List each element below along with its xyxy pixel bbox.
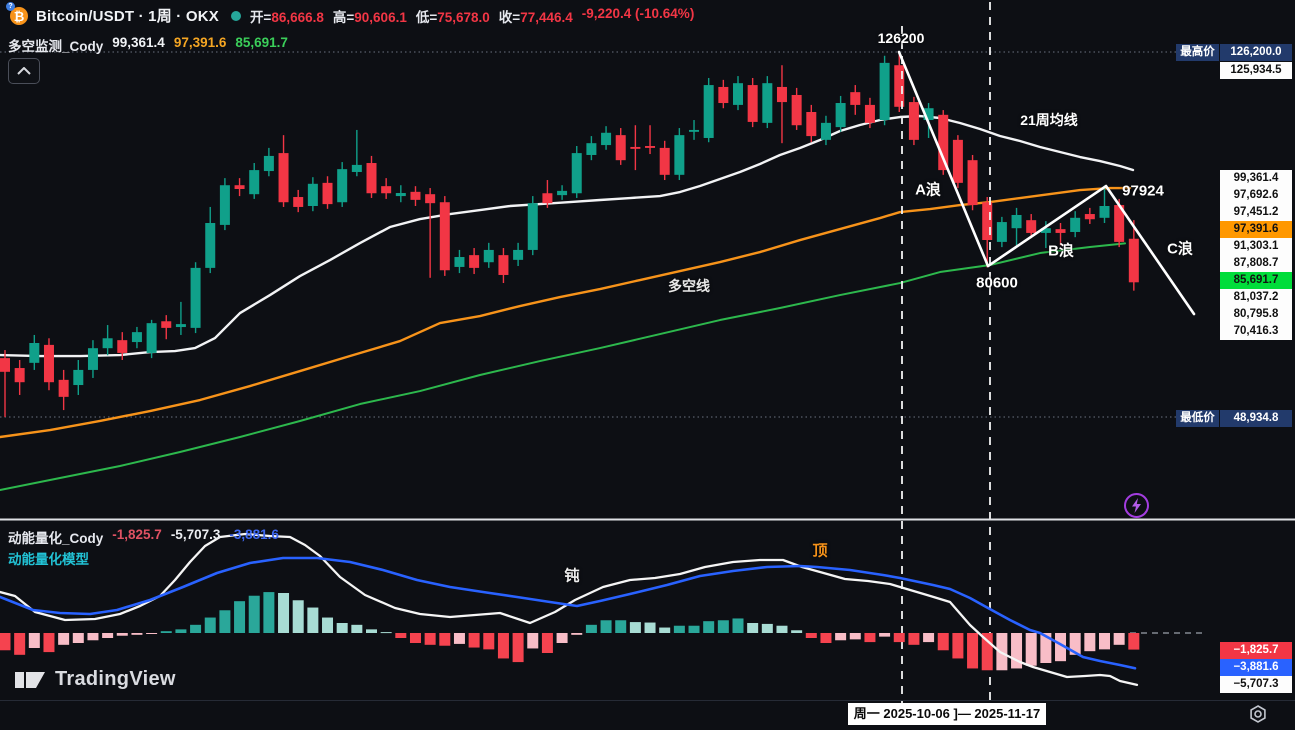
symbol-title[interactable]: Bitcoin/USDT · 1周 · OKX xyxy=(36,8,219,25)
chart-annotation: 21周均线 xyxy=(1020,112,1078,128)
close-value: 77,446.4 xyxy=(520,9,573,25)
price-axis-label: 48,934.8 xyxy=(1220,409,1292,427)
indicator-name[interactable]: 多空监测_Cody xyxy=(8,39,104,54)
price-axis-label: 87,808.7 xyxy=(1220,254,1292,272)
oscillator-value-1: -1,825.7 xyxy=(112,527,162,542)
change-value: -9,220.4 (-10.64%) xyxy=(581,5,695,21)
chart-annotation: 钝 xyxy=(564,567,580,585)
oscillator-name[interactable]: 动能量化_Cody xyxy=(8,531,104,546)
indicator-value-2: 97,391.6 xyxy=(173,35,227,50)
tradingview-logo-icon xyxy=(15,671,45,688)
lightning-icon xyxy=(1124,493,1149,518)
price-axis-label: −3,881.6 xyxy=(1220,658,1292,676)
price-axis-label: 91,303.1 xyxy=(1220,237,1292,255)
tradingview-logo-text: TradingView xyxy=(55,668,176,690)
open-value: 86,666.8 xyxy=(271,9,324,25)
chart-annotation: 126200 xyxy=(877,30,925,46)
price-axis-tag: 最低价 xyxy=(1176,409,1219,427)
tradingview-logo[interactable]: TradingView xyxy=(15,668,176,691)
oscillator-model-label: 动能量化模型 xyxy=(8,552,89,567)
chart-annotation: 97924 xyxy=(1122,182,1164,200)
price-axis-label: 99,361.4 xyxy=(1220,169,1292,187)
ohlc-row: 开=86,666.8 高=90,606.1 低=75,678.0 收=77,44… xyxy=(250,6,694,26)
oscillator-header: 动能量化_Cody -1,825.7 -5,707.3 -3,881.6 动能量… xyxy=(8,527,279,568)
chart-annotation: A浪 xyxy=(915,181,941,199)
collapse-panel-button[interactable] xyxy=(8,58,40,84)
price-axis-label: −5,707.3 xyxy=(1220,675,1292,693)
price-axis-label: 126,200.0 xyxy=(1220,43,1292,61)
chevron-up-icon xyxy=(17,67,31,75)
axis-settings-gear-icon[interactable] xyxy=(1248,704,1268,724)
symbol-header: ₿ ? Bitcoin/USDT · 1周 · OKX 开=86,666.8 高… xyxy=(6,2,694,26)
price-axis-label: 97,451.2 xyxy=(1220,203,1292,221)
bitcoin-icon: ₿ ? xyxy=(6,2,29,26)
chart-annotation: B浪 xyxy=(1048,242,1074,260)
chart-annotation: 80600 xyxy=(976,274,1018,292)
high-value: 90,606.1 xyxy=(354,9,407,25)
close-label: 收= xyxy=(498,9,521,25)
price-axis-label: 80,795.8 xyxy=(1220,305,1292,323)
indicator-value-3: 85,691.7 xyxy=(235,35,288,50)
date-range-label: 周一 2025-10-06 ]— 2025-11-17 xyxy=(848,703,1046,725)
price-axis-label: −1,825.7 xyxy=(1220,641,1292,659)
chart-annotation: 多空线 xyxy=(668,278,710,294)
oscillator-value-3: -3,881.6 xyxy=(229,527,279,542)
price-axis-label: 85,691.7 xyxy=(1220,271,1292,289)
lightning-button[interactable] xyxy=(1123,492,1150,519)
price-axis-tag: 最高价 xyxy=(1176,43,1219,61)
price-axis-label: 70,416.3 xyxy=(1220,322,1292,340)
market-status-icon xyxy=(230,10,241,21)
price-axis-label: 125,934.5 xyxy=(1220,61,1292,79)
oscillator-value-2: -5,707.3 xyxy=(170,527,221,542)
low-value: 75,678.0 xyxy=(437,9,490,25)
chart-annotation: C浪 xyxy=(1167,240,1193,258)
price-axis-label: 97,391.6 xyxy=(1220,220,1292,238)
price-axis-label: 97,692.6 xyxy=(1220,186,1292,204)
chart-annotation: 顶 xyxy=(812,542,828,560)
price-axis-label: 81,037.2 xyxy=(1220,288,1292,306)
open-label: 开= xyxy=(249,9,272,25)
indicator-value-1: 99,361.4 xyxy=(112,35,165,50)
low-label: 低= xyxy=(415,9,438,25)
indicator-header: 多空监测_Cody 99,361.4 97,391.6 85,691.7 xyxy=(8,35,288,55)
high-label: 高= xyxy=(332,9,355,25)
